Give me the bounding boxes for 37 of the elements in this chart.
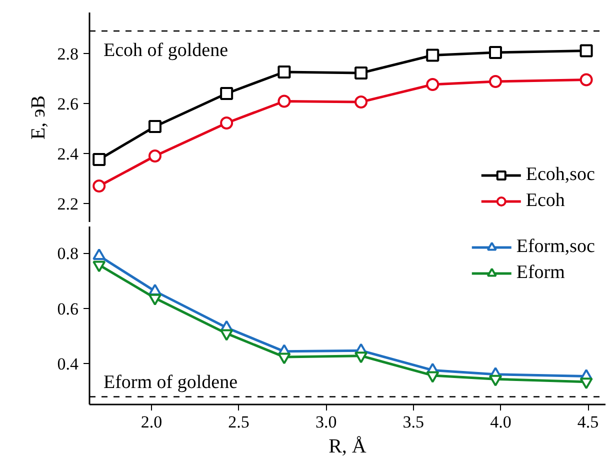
point	[488, 46, 502, 59]
legend-label: Ecoh	[526, 190, 565, 212]
y-tick-label: 0.6	[57, 299, 78, 318]
x-tick-label: 4.5	[577, 412, 599, 432]
legend-label: Eform	[516, 262, 565, 284]
point	[354, 96, 368, 108]
point	[148, 150, 162, 162]
point	[148, 120, 162, 133]
y-tick-label: 0.8	[57, 244, 78, 264]
point	[488, 75, 502, 88]
point	[580, 73, 593, 86]
legend-label: Eform,soc	[516, 236, 595, 258]
point	[278, 94, 291, 108]
x-axis-title: R, Å	[328, 436, 367, 458]
y-tick-label: 0.4	[57, 354, 79, 374]
y-axis-title: E, эВ	[27, 95, 50, 140]
x-tick-label: 4.0	[490, 412, 512, 432]
point	[92, 153, 106, 166]
y-tick-label: 2.4	[57, 144, 79, 164]
legend-label: Ecoh,soc	[526, 164, 595, 186]
point	[426, 78, 440, 91]
x-tick-label: 3.5	[402, 412, 424, 432]
point	[354, 66, 368, 80]
y-tick-label: 2.8	[57, 44, 78, 64]
x-tick-label: 3.0	[315, 412, 337, 432]
x-tick-label: 2.5	[228, 412, 250, 432]
y-tick-label: 2.6	[57, 94, 78, 114]
point	[220, 116, 234, 130]
point	[426, 48, 440, 62]
point	[278, 66, 291, 78]
point	[580, 44, 593, 58]
point	[92, 180, 106, 192]
point	[220, 87, 234, 100]
ref-line-label: Ecoh of goldene	[104, 40, 228, 61]
y-tick-label: 2.2	[57, 194, 78, 214]
x-tick-label: 2.0	[140, 412, 162, 432]
ref-line-label: Eform of goldene	[104, 372, 238, 393]
